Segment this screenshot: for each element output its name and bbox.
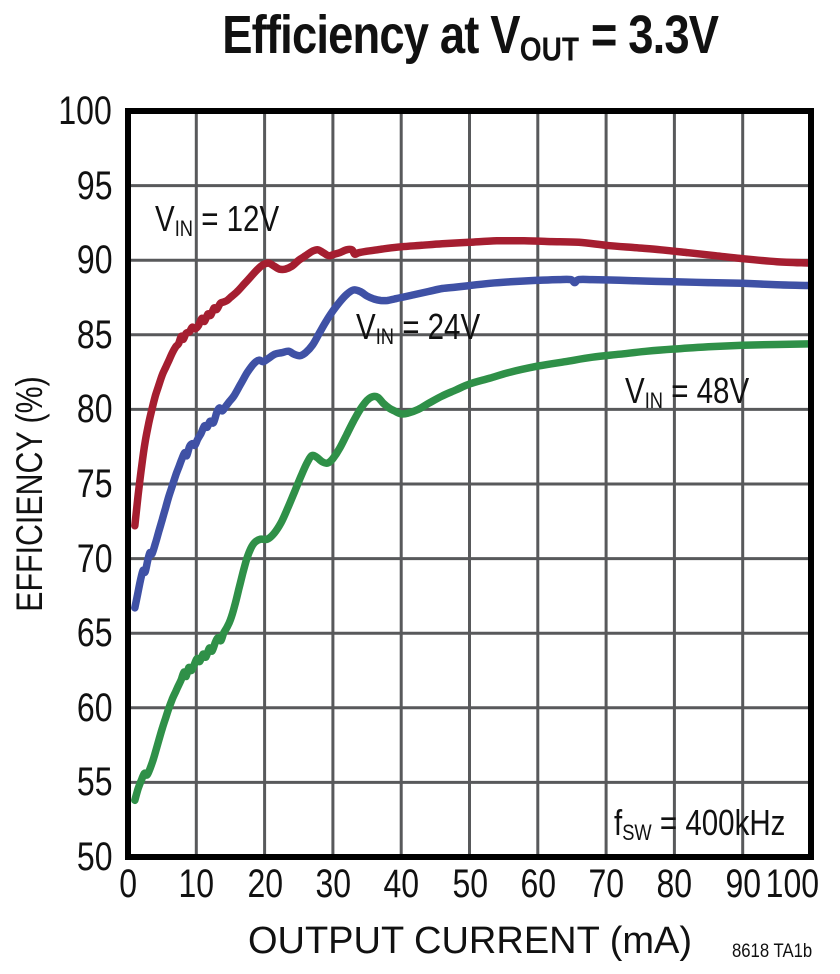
vin48-pre: V [625, 370, 645, 411]
y-tick-label: 90 [76, 238, 112, 282]
series-line-vin-12v [131, 236, 809, 530]
x-axis-title: OUTPUT CURRENT (mA) [247, 920, 693, 962]
x-tick-label: 40 [383, 862, 419, 906]
chart-title-text: Efficiency at V [222, 5, 520, 65]
x-tick-label: 60 [520, 862, 556, 906]
y-tick-label: 55 [76, 760, 112, 804]
y-tick-label: 95 [76, 164, 112, 208]
plot-frame [125, 108, 814, 860]
y-tick-label: 65 [76, 611, 112, 655]
figure-reference-note: 8618 TA1b [721, 941, 812, 963]
x-tick-label: 100 [765, 862, 819, 906]
x-tick-label: 50 [452, 862, 488, 906]
y-tick-label: 75 [76, 462, 112, 506]
fsw-sub: SW [622, 819, 652, 845]
vin24-pre: V [356, 306, 376, 347]
vin48-post: = 48V [662, 370, 750, 411]
y-tick-label: 85 [76, 313, 112, 357]
y-tick-label: 100 [58, 89, 112, 133]
x-tick-label: 70 [588, 862, 624, 906]
vin48-sub: IN [644, 387, 663, 413]
chart-title-suffix: = 3.3V [578, 5, 719, 65]
x-tick-label: 90 [725, 862, 761, 906]
vin12-post: = 12V [192, 198, 280, 239]
figure-reference-text: 8618 TA1b [731, 941, 812, 962]
y-tick-label: 80 [76, 387, 112, 431]
x-tick-label: 80 [656, 862, 692, 906]
chart-title: Efficiency at VOUT = 3.3V [100, 4, 840, 69]
x-tick-label: 0 [119, 862, 137, 906]
y-tick-label: 60 [76, 686, 112, 730]
vin12-pre: V [155, 198, 175, 239]
fsw-post: = 400kHz [651, 802, 786, 843]
annotation-switching-frequency: fSW = 400kHz [614, 802, 823, 846]
x-tick-label: 10 [178, 862, 214, 906]
x-tick-label: 30 [315, 862, 351, 906]
series-line-vin-24v [131, 275, 809, 612]
y-tick-label: 70 [76, 537, 112, 581]
vin24-sub: IN [375, 323, 394, 349]
curve-label-vin-12v: VIN = 12V [155, 198, 306, 242]
y-tick-label: 50 [76, 835, 112, 879]
vin12-sub: IN [174, 215, 193, 241]
curve-label-vin-24v: VIN = 24V [356, 306, 507, 350]
x-tick-label: 20 [247, 862, 283, 906]
chart-title-subscript: OUT [519, 31, 579, 69]
series-line-vin-48v [131, 340, 809, 805]
fsw-pre: f [614, 802, 623, 843]
curve-label-vin-48v: VIN = 48V [625, 370, 776, 414]
vin24-post: = 24V [393, 306, 481, 347]
